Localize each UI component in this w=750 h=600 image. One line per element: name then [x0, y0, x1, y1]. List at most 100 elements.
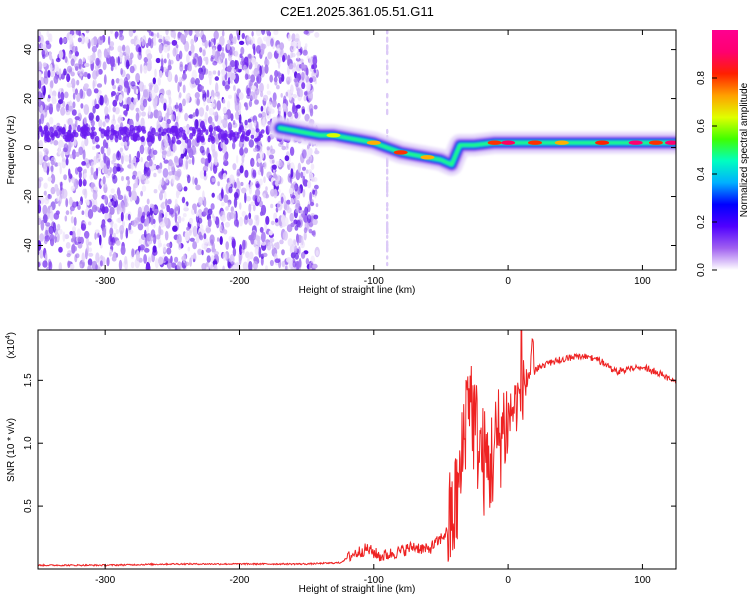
colorbar-ramp [712, 30, 738, 270]
noise-speck [42, 213, 48, 224]
spectrogram-x-axis-label: Height of straight line (km) [299, 285, 416, 296]
noise-speck [135, 250, 140, 262]
noise-speck [172, 144, 177, 152]
noise-speck [185, 93, 190, 104]
noise-speck [53, 131, 59, 137]
noise-speck [117, 45, 122, 53]
noise-speck [63, 143, 69, 153]
noise-speck [177, 81, 180, 93]
noise-speck [201, 124, 206, 133]
noise-speck [294, 111, 299, 119]
noise-speck [279, 47, 284, 58]
noise-speck [83, 173, 87, 179]
noise-speck [77, 242, 83, 249]
noise-speck [88, 112, 94, 121]
noise-speck [308, 172, 314, 180]
noise-speck [314, 190, 318, 197]
noise-speck [159, 162, 163, 170]
noise-speck [248, 261, 253, 270]
noise-speck [304, 43, 308, 48]
noise-speck [281, 145, 287, 151]
noise-speck [266, 146, 270, 151]
noise-speck [73, 216, 77, 226]
noise-speck [88, 211, 92, 218]
noise-speck [137, 223, 144, 231]
noise-speck [207, 218, 212, 228]
noise-speck [50, 165, 54, 173]
noise-speck [88, 241, 92, 246]
noise-speck [295, 57, 301, 62]
noise-speck [129, 65, 135, 74]
noise-speck [54, 183, 59, 192]
noise-speck [315, 203, 319, 208]
noise-speck [258, 113, 263, 118]
noise-speck [234, 181, 237, 189]
noise-speck [133, 182, 139, 189]
noise-speck [192, 225, 198, 237]
ridge-peak [554, 140, 569, 145]
noise-speck [94, 232, 97, 240]
noise-speck [43, 126, 48, 132]
noise-speck [210, 239, 214, 246]
noise-speck [290, 168, 294, 178]
noise-speck [160, 58, 164, 68]
noise-speck [118, 94, 123, 104]
noise-speck [287, 54, 291, 66]
noise-speck [290, 252, 296, 259]
noise-speck [158, 43, 163, 54]
noise-speck [81, 161, 86, 166]
noise-speck [40, 195, 45, 205]
noise-speck [38, 79, 42, 90]
noise-speck [111, 78, 115, 86]
noise-speck [140, 97, 143, 107]
noise-speck [244, 192, 247, 204]
noise-speck [256, 73, 262, 84]
noise-speck [122, 44, 126, 52]
noise-speck [80, 223, 87, 231]
noise-speck [255, 137, 261, 142]
noise-speck [90, 126, 96, 131]
noise-speck [165, 177, 169, 184]
noise-speck [195, 233, 200, 244]
noise-speck [48, 33, 53, 41]
noise-speck [166, 242, 172, 248]
noise-speck [56, 102, 61, 112]
noise-speck [110, 30, 113, 35]
noise-speck [176, 44, 179, 49]
noise-speck [251, 232, 255, 239]
noise-speck [144, 229, 147, 238]
noise-speck [211, 177, 216, 183]
noise-speck [165, 150, 172, 157]
noise-speck [275, 160, 280, 167]
noise-speck [61, 188, 68, 199]
noise-speck [216, 194, 222, 201]
noise-speck [227, 202, 231, 208]
noise-speck [252, 43, 256, 50]
noise-speck [386, 187, 389, 192]
noise-speck [119, 147, 124, 153]
noise-speck [140, 156, 143, 163]
noise-speck [163, 191, 167, 200]
noise-speck [176, 233, 182, 245]
noise-speck [303, 231, 307, 241]
ridge-peak [528, 140, 542, 145]
noise-speck [129, 57, 133, 66]
noise-speck [312, 177, 318, 182]
noise-speck [212, 60, 218, 66]
noise-speck [59, 165, 62, 175]
noise-speck [229, 174, 235, 183]
noise-speck [81, 210, 85, 215]
noise-speck [120, 68, 123, 75]
ridge-peak [648, 140, 663, 145]
noise-speck [219, 224, 223, 232]
noise-speck [270, 220, 275, 226]
noise-speck [153, 172, 157, 178]
spectrogram-ridge [268, 117, 676, 176]
noise-speck [173, 170, 179, 177]
noise-speck [140, 135, 145, 143]
snr-exponent-base: (x10 [6, 339, 17, 359]
spectrogram-x-axis: -300 -200 -100 0 100 [95, 30, 651, 287]
snr-y-axis: 0.5 1.0 1.5 [23, 373, 676, 513]
noise-speck [223, 194, 229, 204]
noise-speck [87, 258, 93, 267]
